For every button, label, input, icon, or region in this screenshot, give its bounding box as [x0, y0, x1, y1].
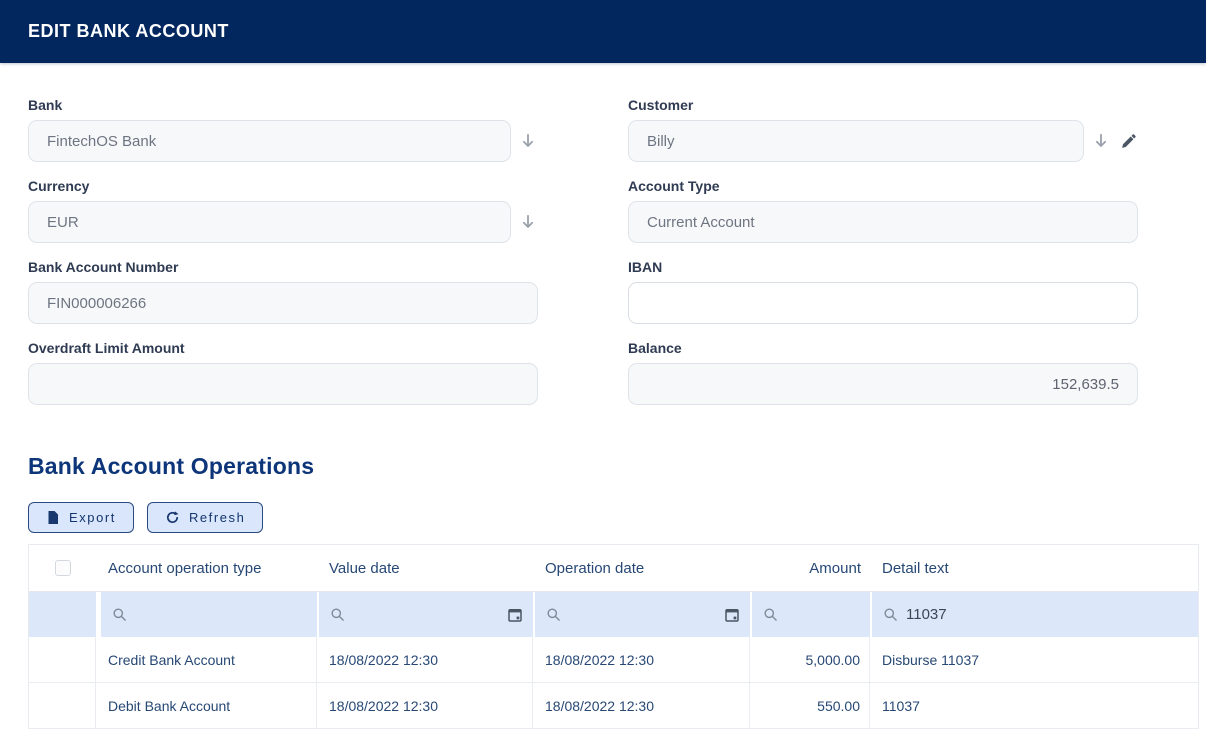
- export-document-icon: [46, 510, 60, 525]
- cell-value-date: 18/08/2022 12:30: [317, 683, 533, 728]
- field-overdraft-limit: Overdraft Limit Amount: [28, 340, 538, 405]
- row-checkbox-cell: [29, 683, 96, 728]
- filter-checkbox-cell: [29, 592, 96, 637]
- filter-account-operation-type: [96, 592, 317, 637]
- cell-amount: 5,000.00: [750, 637, 870, 682]
- filter-value-date-input[interactable]: [353, 606, 499, 623]
- cell-detail-text: Disburse 11037: [882, 651, 980, 668]
- page-title: EDIT BANK ACCOUNT: [28, 21, 229, 41]
- cell-operation-date: 18/08/2022 12:30: [533, 683, 750, 728]
- table-header-row: Account operation type Value date Operat…: [29, 545, 1198, 592]
- cell-operation-date: 18/08/2022 12:30: [533, 637, 750, 682]
- filter-account-operation-type-input[interactable]: [135, 606, 307, 623]
- overdraft-limit-label: Overdraft Limit Amount: [28, 340, 185, 356]
- column-header-value-date[interactable]: Value date: [329, 559, 400, 577]
- operations-table: Account operation type Value date Operat…: [28, 544, 1199, 729]
- cell-detail-text: 11037: [882, 697, 920, 714]
- calendar-icon[interactable]: [724, 607, 740, 623]
- export-button-label: Export: [69, 510, 116, 525]
- field-iban: IBAN: [628, 259, 1138, 324]
- bank-account-number-label: Bank Account Number: [28, 259, 179, 275]
- column-header-operation-date[interactable]: Operation date: [545, 559, 645, 577]
- select-all-checkbox[interactable]: [54, 560, 71, 576]
- refresh-icon: [165, 510, 180, 525]
- filter-detail-text: [870, 592, 1198, 637]
- form-column-left: Bank Currency Bank Account Number: [28, 97, 538, 421]
- column-header-detail-text[interactable]: Detail text: [882, 559, 949, 577]
- bank-account-number-input[interactable]: [28, 282, 538, 324]
- table-row[interactable]: Credit Bank Account 18/08/2022 12:30 18/…: [29, 637, 1198, 683]
- filter-amount-input[interactable]: [786, 606, 860, 623]
- bank-account-operations-section: Bank Account Operations Export Refresh: [28, 453, 1206, 533]
- select-all-cell: [29, 560, 96, 576]
- account-type-label: Account Type: [628, 178, 720, 194]
- page-header: EDIT BANK ACCOUNT: [0, 0, 1206, 63]
- field-bank: Bank: [28, 97, 538, 162]
- calendar-icon[interactable]: [507, 607, 523, 623]
- account-type-input[interactable]: [628, 201, 1138, 243]
- bank-input[interactable]: [28, 120, 511, 162]
- row-checkbox-cell: [29, 637, 96, 682]
- field-balance: Balance: [628, 340, 1138, 405]
- filter-operation-date-input[interactable]: [569, 606, 716, 623]
- filter-value-date: [317, 592, 533, 637]
- balance-label: Balance: [628, 340, 682, 356]
- table-filter-row: [29, 592, 1198, 637]
- balance-input[interactable]: [628, 363, 1138, 405]
- cell-value-date: 18/08/2022 12:30: [317, 637, 533, 682]
- bank-label: Bank: [28, 97, 63, 113]
- field-account-type: Account Type: [628, 178, 1138, 243]
- cell-amount: 550.00: [750, 683, 870, 728]
- field-currency: Currency: [28, 178, 538, 243]
- search-icon: [546, 607, 561, 622]
- cell-account-operation-type: Credit Bank Account: [96, 637, 317, 682]
- column-header-amount[interactable]: Amount: [809, 559, 861, 577]
- section-title: Bank Account Operations: [28, 453, 315, 479]
- search-icon: [763, 607, 778, 622]
- table-row[interactable]: Debit Bank Account 18/08/2022 12:30 18/0…: [29, 683, 1198, 729]
- currency-input[interactable]: [28, 201, 511, 243]
- form-column-right: Customer Account Type IBA: [628, 97, 1138, 421]
- column-header-account-operation-type[interactable]: Account operation type: [108, 559, 262, 577]
- currency-label: Currency: [28, 178, 90, 194]
- filter-operation-date: [533, 592, 750, 637]
- export-button[interactable]: Export: [28, 502, 134, 533]
- customer-dropdown-arrow-icon[interactable]: [1091, 131, 1111, 151]
- search-icon: [112, 607, 127, 622]
- customer-edit-pencil-icon[interactable]: [1118, 131, 1138, 151]
- overdraft-limit-input[interactable]: [28, 363, 538, 405]
- customer-label: Customer: [628, 97, 694, 113]
- filter-detail-text-input[interactable]: [906, 606, 1188, 623]
- search-icon: [330, 607, 345, 622]
- currency-dropdown-arrow-icon[interactable]: [518, 212, 538, 232]
- field-bank-account-number: Bank Account Number: [28, 259, 538, 324]
- refresh-button-label: Refresh: [188, 510, 246, 525]
- refresh-button[interactable]: Refresh: [146, 502, 264, 533]
- iban-label: IBAN: [628, 259, 663, 275]
- iban-input[interactable]: [628, 282, 1138, 324]
- filter-amount: [750, 592, 870, 637]
- field-customer: Customer: [628, 97, 1138, 162]
- edit-bank-account-form: Bank Currency Bank Account Number: [28, 97, 1206, 421]
- bank-dropdown-arrow-icon[interactable]: [518, 131, 538, 151]
- customer-input[interactable]: [628, 120, 1084, 162]
- cell-account-operation-type: Debit Bank Account: [96, 683, 317, 728]
- search-icon: [883, 607, 898, 622]
